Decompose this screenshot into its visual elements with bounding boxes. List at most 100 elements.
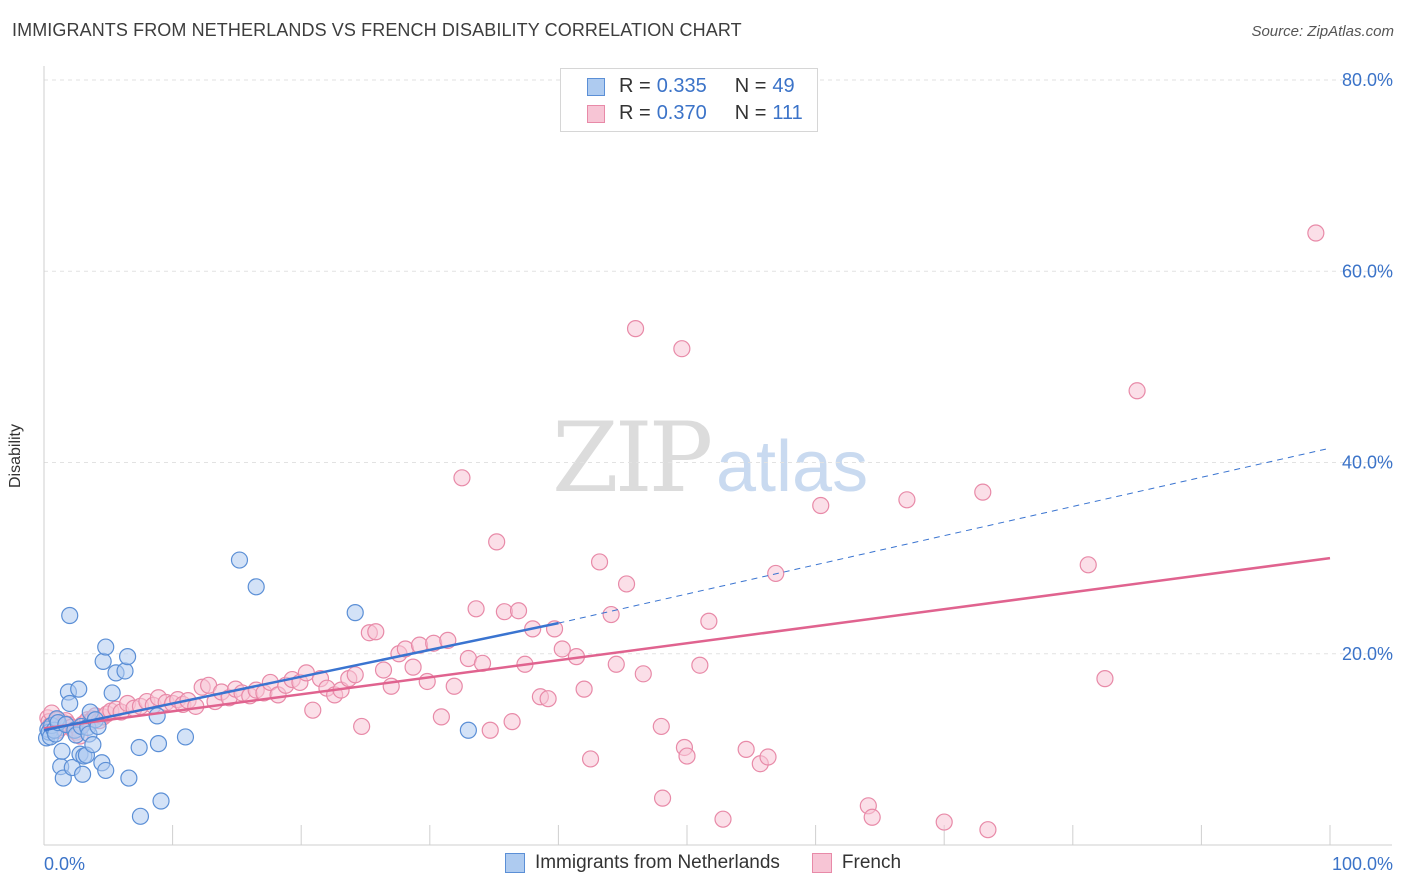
netherlands-trend-line: [43, 621, 559, 732]
french-point: [737, 740, 755, 758]
french-point: [974, 483, 992, 501]
netherlands-point: [61, 694, 79, 713]
french-point: [304, 701, 322, 719]
y-tick-label: 20.0%: [1342, 644, 1393, 664]
french-point: [404, 658, 422, 676]
french-point: [691, 656, 709, 674]
french-point: [607, 655, 625, 673]
y-tick-label: 60.0%: [1342, 261, 1393, 281]
legend-n-label: N =: [734, 102, 767, 124]
legend-label-netherlands: Immigrants from Netherlands: [534, 852, 780, 873]
x-tick-label: 100.0%: [1332, 854, 1393, 874]
netherlands-point: [53, 742, 71, 760]
netherlands-point: [61, 606, 79, 625]
french-point: [673, 340, 691, 358]
french-point: [432, 708, 450, 726]
french-point: [488, 533, 506, 551]
source-label: Source: ZipAtlas.com: [1251, 23, 1394, 40]
watermark-zip: ZIP: [552, 402, 713, 514]
french-point: [617, 575, 636, 593]
french-point: [626, 320, 645, 338]
netherlands-point: [116, 662, 134, 680]
chart-title: IMMIGRANTS FROM NETHERLANDS VS FRENCH DI…: [12, 20, 742, 40]
netherlands-point: [70, 680, 88, 698]
legend-r-value: 0.335: [656, 75, 707, 97]
french-point: [539, 690, 557, 708]
french-point: [1307, 224, 1325, 242]
legend-item-netherlands: Immigrants from Netherlands: [504, 852, 780, 874]
french-point: [602, 605, 620, 624]
correlation-legend: R = 0.335 N = 49 R = 0.370 N = 111: [560, 68, 818, 132]
french-point: [575, 680, 593, 698]
french-point: [935, 813, 953, 831]
french-point: [581, 750, 600, 768]
netherlands-point: [149, 735, 168, 753]
y-tick-label: 80.0%: [1342, 70, 1393, 90]
french-point: [634, 665, 652, 683]
french-point: [678, 747, 696, 765]
french-point: [1096, 670, 1114, 688]
y-tick-label: 40.0%: [1342, 453, 1393, 473]
netherlands-point: [459, 721, 477, 739]
netherlands-point: [176, 728, 195, 746]
french-point: [467, 600, 485, 618]
series-legend: Immigrants from Netherlands French: [0, 852, 1406, 874]
legend-r-label: R =: [619, 75, 651, 97]
french-point: [509, 602, 528, 620]
netherlands-point: [94, 652, 112, 671]
netherlands-point: [84, 735, 102, 754]
french-point: [353, 717, 371, 736]
french-point: [367, 623, 385, 641]
legend-n-value: 49: [772, 75, 795, 97]
french-point: [346, 666, 364, 684]
legend-n-label: N =: [734, 75, 767, 97]
x-tick-label: 0.0%: [44, 854, 85, 874]
legend-swatch-blue: [587, 77, 605, 96]
netherlands-point: [73, 765, 92, 783]
legend-swatch-pink: [587, 104, 605, 123]
netherlands-point: [152, 792, 170, 810]
netherlands-point: [120, 769, 138, 787]
french-point: [1079, 556, 1097, 574]
netherlands-point: [131, 807, 150, 825]
french-point: [979, 821, 997, 839]
netherlands-point: [148, 707, 166, 725]
french-point: [898, 491, 916, 509]
french-point: [481, 721, 499, 739]
legend-r-label: R =: [619, 102, 651, 124]
netherlands-point: [130, 738, 148, 757]
french-point: [759, 748, 777, 766]
netherlands-point: [103, 684, 121, 702]
french-point: [374, 661, 393, 679]
french-point: [1128, 382, 1146, 400]
legend-swatch-blue: [504, 853, 525, 873]
french-point: [700, 612, 718, 630]
legend-row-french: R = 0.370 N = 111: [587, 102, 803, 125]
legend-r-value: 0.370: [656, 102, 707, 124]
netherlands-trend-extension: [558, 447, 1331, 624]
legend-n-value: 111: [772, 102, 803, 124]
netherlands-point: [247, 578, 265, 596]
french-point: [553, 640, 571, 658]
netherlands-point: [346, 604, 364, 622]
legend-row-netherlands: R = 0.335 N = 49: [587, 75, 795, 98]
french-point: [652, 717, 670, 736]
french-point: [812, 496, 830, 515]
legend-label-french: French: [841, 852, 902, 873]
netherlands-point: [230, 551, 249, 569]
french-point: [590, 553, 609, 571]
legend-item-french: French: [811, 852, 902, 874]
legend-swatch-pink: [811, 853, 832, 873]
netherlands-point: [118, 648, 137, 666]
french-point: [445, 677, 463, 695]
french-point: [453, 469, 471, 487]
french-point: [863, 808, 881, 826]
french-point: [714, 810, 732, 828]
netherlands-point: [97, 761, 115, 780]
french-point: [653, 789, 672, 807]
french-trend-line: [43, 556, 1331, 730]
netherlands-point: [97, 638, 115, 656]
watermark-atlas: atlas: [716, 427, 869, 507]
french-point: [503, 713, 521, 731]
